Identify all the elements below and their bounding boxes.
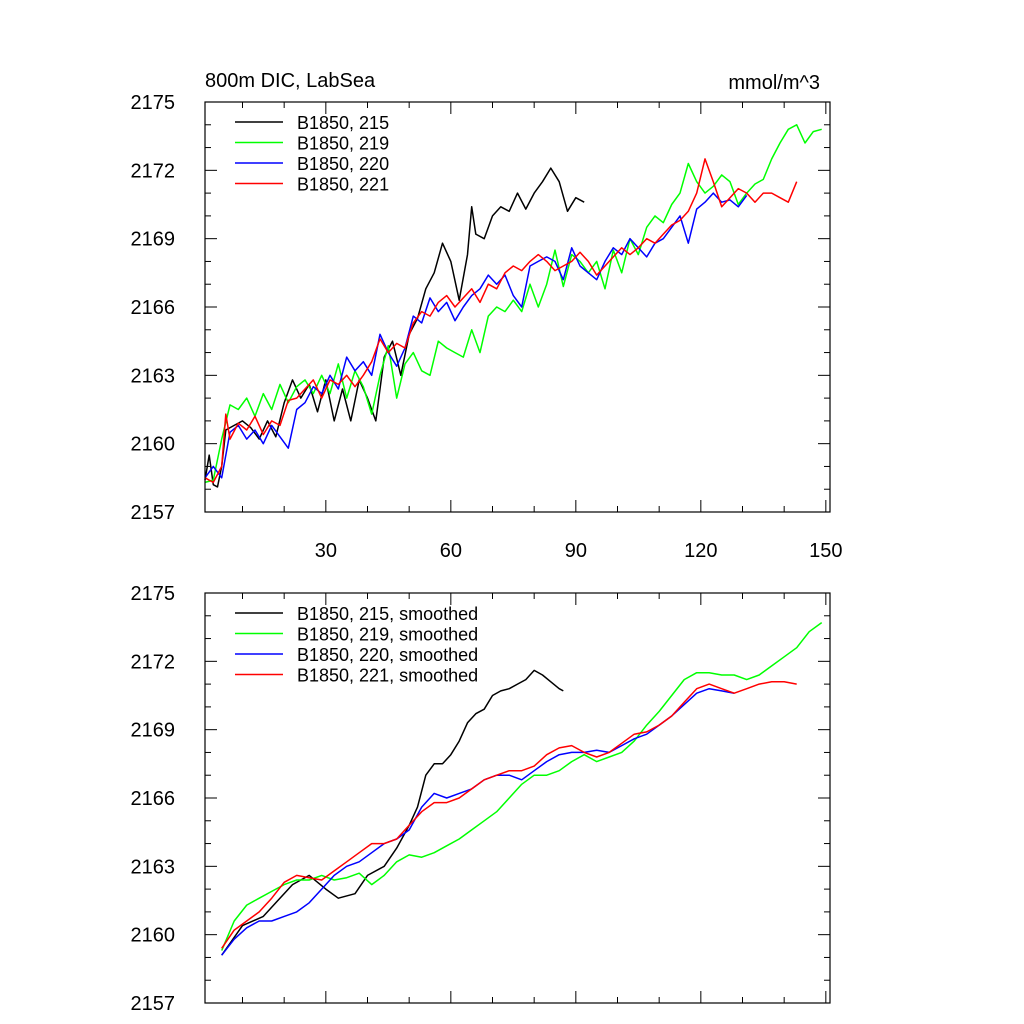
y-tick-label: 2157 [131,502,176,524]
y-tick-label: 2169 [131,720,176,742]
chart-title: 800m DIC, LabSea [205,70,376,92]
y-tick-label: 2169 [131,229,176,251]
y-tick-label: 2166 [131,788,176,810]
legend-label: B1850, 220, smoothed [297,645,478,665]
legend-label: B1850, 215 [297,113,389,133]
series-line-2 [221,621,823,951]
series-line-1 [204,167,585,488]
y-tick-label: 2175 [131,92,176,114]
bottom-panel: 2157 2160 2163 2166 2169 2172 2175 B1850, 215, … [131,583,831,1015]
units-label: mmol/m^3 [728,72,820,94]
x-tick-label: 90 [565,540,587,562]
legend-label: B1850, 215, smoothed [297,604,478,624]
y-tick-label: 2160 [131,434,176,456]
x-tick-label: 60 [440,540,462,562]
x-tick-label: 30 [315,540,337,562]
legend-label: B1850, 219, smoothed [297,625,478,645]
legend-label: B1850, 221 [297,175,389,195]
y-tick-label: 2163 [131,365,176,387]
top-panel: 2157 2160 2163 2166 2169 2172 2175 30 60 90 120 150… [131,70,843,562]
legend-label: B1850, 219 [297,134,389,154]
series-line-3 [221,687,735,956]
legend-label: B1850, 221, smoothed [297,666,478,686]
legend-label: B1850, 220 [297,154,389,174]
series-line-2 [204,124,822,484]
y-tick-label: 2160 [131,925,176,947]
y-tick-label: 2166 [131,297,176,319]
y-tick-label: 2163 [131,856,176,878]
series-line-4 [204,158,798,484]
y-tick-label: 2175 [131,583,176,605]
x-tick-label: 150 [809,540,842,562]
y-tick-label: 2172 [131,160,176,182]
series-line-4 [221,681,797,949]
series-line-1 [221,669,564,956]
y-tick-label: 2157 [131,993,176,1015]
x-tick-label: 120 [684,540,717,562]
series-line-3 [204,192,748,479]
y-tick-label: 2172 [131,651,176,673]
